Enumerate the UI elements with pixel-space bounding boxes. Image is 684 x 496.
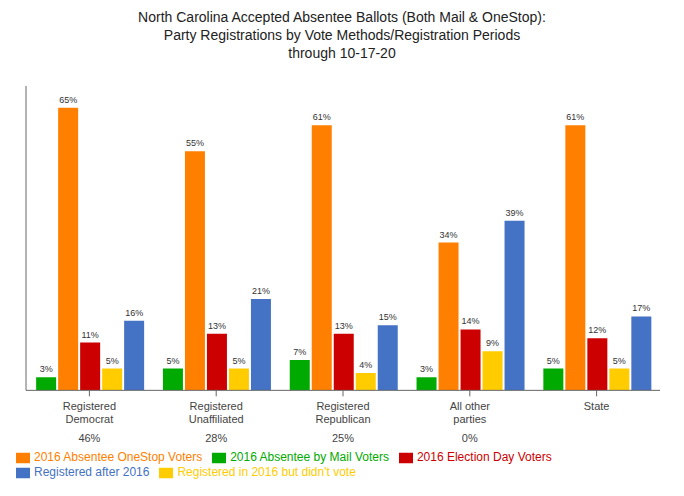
svg-text:3%: 3% <box>40 364 53 374</box>
svg-text:5%: 5% <box>106 356 119 366</box>
html-text:2016 Absentee by Mail Voters: 2016 Absentee by Mail Voters <box>230 450 389 465</box>
svg-text:61%: 61% <box>313 112 331 122</box>
svg-text:25%: 25% <box>332 432 354 444</box>
svg-text:46%: 46% <box>78 432 100 444</box>
svg-text:5%: 5% <box>232 356 245 366</box>
svg-text:13%: 13% <box>208 321 226 331</box>
svg-text:34%: 34% <box>440 230 458 240</box>
svg-text:3%: 3% <box>420 364 433 374</box>
svg-text:61%: 61% <box>566 112 584 122</box>
svg-text:State: State <box>584 400 610 412</box>
html-text:2016 Election Day Voters: 2016 Election Day Voters <box>416 450 552 465</box>
svg-text:17%: 17% <box>632 303 650 313</box>
svg-text:0%: 0% <box>462 432 478 444</box>
svg-text:16%: 16% <box>125 308 143 318</box>
svg-text:14%: 14% <box>462 316 480 326</box>
svg-text:39%: 39% <box>506 208 524 218</box>
svg-text:55%: 55% <box>186 138 204 148</box>
svg-text:4%: 4% <box>359 360 372 370</box>
html-text:Registered in 2016 but didn't: Registered in 2016 but didn't vote <box>177 465 356 480</box>
svg-text:13%: 13% <box>335 321 353 331</box>
svg-text:RegisteredDemocrat: RegisteredDemocrat <box>63 400 116 425</box>
svg-text:11%: 11% <box>81 330 98 340</box>
svg-text:RegisteredUnaffiliated: RegisteredUnaffiliated <box>189 400 244 425</box>
svg-text:15%: 15% <box>379 312 397 322</box>
svg-text:5%: 5% <box>613 356 626 366</box>
svg-text:28%: 28% <box>205 432 227 444</box>
svg-text:RegisteredRepublican: RegisteredRepublican <box>315 400 370 425</box>
svg-text:5%: 5% <box>547 356 560 366</box>
svg-text:7%: 7% <box>293 347 306 357</box>
svg-text:All otherparties: All otherparties <box>450 400 491 425</box>
svg-text:5%: 5% <box>166 356 179 366</box>
svg-text:12%: 12% <box>588 325 606 335</box>
html-text:Registered after 2016: Registered after 2016 <box>34 465 150 480</box>
svg-text:21%: 21% <box>252 286 270 296</box>
svg-text:9%: 9% <box>486 338 499 348</box>
svg-text:65%: 65% <box>59 95 77 105</box>
html-text:North Carolina Accepted Absent: North Carolina Accepted Absentee Ballots… <box>138 9 546 61</box>
html-text:2016 Absentee OneStop Voters: 2016 Absentee OneStop Voters <box>34 450 203 465</box>
